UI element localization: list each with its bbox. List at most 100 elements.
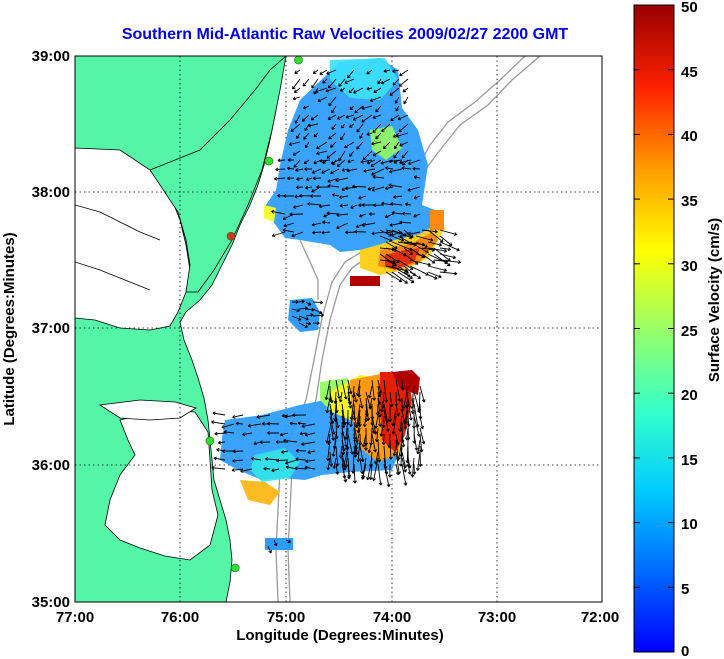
velocity-vector xyxy=(283,194,294,198)
velocity-vector xyxy=(287,158,294,162)
velocity-vector xyxy=(384,213,394,219)
velocity-vector xyxy=(391,210,403,215)
velocity-vector xyxy=(372,114,382,119)
velocity-vector xyxy=(395,403,400,417)
velocity-vector xyxy=(366,69,373,75)
x-tick-label: 77:00 xyxy=(56,609,94,626)
velocity-vector xyxy=(384,186,394,191)
velocity-vector xyxy=(336,222,349,230)
x-tick-label: 74:00 xyxy=(373,609,411,626)
velocity-vector xyxy=(321,168,331,174)
albemarle-sound xyxy=(98,399,197,421)
velocity-vector xyxy=(439,241,460,252)
velocity-vector xyxy=(388,168,403,174)
velocity-vector xyxy=(344,451,349,468)
velocity-vector xyxy=(383,379,389,403)
velocity-vector xyxy=(379,421,385,437)
velocity-vector xyxy=(421,271,438,280)
velocity-vector xyxy=(288,141,301,147)
velocity-vector xyxy=(381,433,386,446)
velocity-vector xyxy=(256,414,271,419)
velocity-vector xyxy=(307,201,322,206)
velocity-vector xyxy=(305,321,312,326)
y-tick-label: 36:00 xyxy=(32,457,70,474)
velocity-vector xyxy=(294,194,304,199)
velocity-vector xyxy=(377,409,382,427)
velocity-vector xyxy=(232,449,244,454)
velocity-vector xyxy=(439,229,458,236)
velocity-vector xyxy=(375,105,382,113)
velocity-vector xyxy=(312,321,320,326)
velocity-vector xyxy=(305,177,313,182)
velocity-vector xyxy=(311,222,322,227)
velocity-vector xyxy=(223,430,235,434)
velocity-vector xyxy=(213,456,226,461)
velocity-vector xyxy=(307,123,319,128)
velocity-vector xyxy=(345,114,355,119)
velocity-vector xyxy=(418,445,423,467)
velocity-vector xyxy=(311,168,322,174)
velocity-vector xyxy=(335,177,349,183)
rappahannock-river xyxy=(75,261,151,291)
velocity-vector xyxy=(302,78,310,87)
velocity-vector xyxy=(395,463,400,476)
velocity-vector xyxy=(348,123,355,128)
velocity-vector xyxy=(341,439,346,452)
velocity-vector xyxy=(313,132,319,138)
velocity-vector xyxy=(439,235,453,247)
velocity-vector xyxy=(439,259,462,265)
velocity-vector xyxy=(349,409,355,428)
velocity-vector xyxy=(427,229,444,243)
colorbar-tick-label: 5 xyxy=(681,581,689,598)
velocity-vector xyxy=(314,87,328,93)
velocity-vector xyxy=(326,150,337,159)
velocity-vector xyxy=(357,385,362,398)
velocity-vector xyxy=(401,463,408,486)
velocity-vector xyxy=(309,194,322,198)
velocity-vector xyxy=(292,204,304,209)
velocity-vector xyxy=(383,409,390,433)
velocity-vector xyxy=(341,379,348,400)
velocity-vector xyxy=(298,299,305,304)
velocity-vector xyxy=(354,105,364,114)
velocity-vector xyxy=(348,87,355,94)
velocity-patch-north-yellow xyxy=(264,205,276,222)
velocity-vector xyxy=(286,166,295,171)
velocity-vector xyxy=(354,229,367,234)
velocity-vector xyxy=(409,271,421,279)
velocity-vector xyxy=(363,168,376,173)
velocity-vector xyxy=(366,132,373,136)
velocity-vector xyxy=(372,175,385,179)
velocity-vector xyxy=(353,415,359,429)
velocity-vector xyxy=(383,68,391,73)
velocity-vector xyxy=(328,132,337,140)
velocity-vector xyxy=(325,397,331,414)
velocity-vector xyxy=(338,195,349,200)
velocity-vector xyxy=(279,432,289,437)
velocity-patch-north-cyan xyxy=(330,58,398,100)
velocity-vector xyxy=(395,379,402,402)
velocity-vector xyxy=(385,271,403,283)
velocity-vector xyxy=(385,259,396,266)
y-tick-label: 38:00 xyxy=(32,184,70,201)
velocity-vector xyxy=(355,222,367,229)
velocity-vector xyxy=(338,445,343,459)
velocity-vector xyxy=(404,427,409,441)
velocity-vector xyxy=(304,167,312,171)
velocity-vector xyxy=(290,123,301,132)
velocity-vector xyxy=(304,141,310,149)
velocity-vector xyxy=(312,308,323,315)
velocity-vector xyxy=(324,379,331,401)
velocity-vector xyxy=(427,265,448,273)
station-hatteras xyxy=(230,563,240,573)
colorbar-tick-label: 30 xyxy=(681,258,698,275)
station-maryland xyxy=(264,156,274,166)
x-tick-label: 72:00 xyxy=(581,609,619,626)
velocity-vector xyxy=(293,159,301,168)
x-tick-label: 73:00 xyxy=(478,609,516,626)
x-tick-label: 76:00 xyxy=(161,609,199,626)
velocity-vector xyxy=(294,114,301,124)
colorbar-tick-label: 20 xyxy=(681,387,698,404)
velocity-vector xyxy=(336,159,346,168)
velocity-vector xyxy=(330,159,340,165)
